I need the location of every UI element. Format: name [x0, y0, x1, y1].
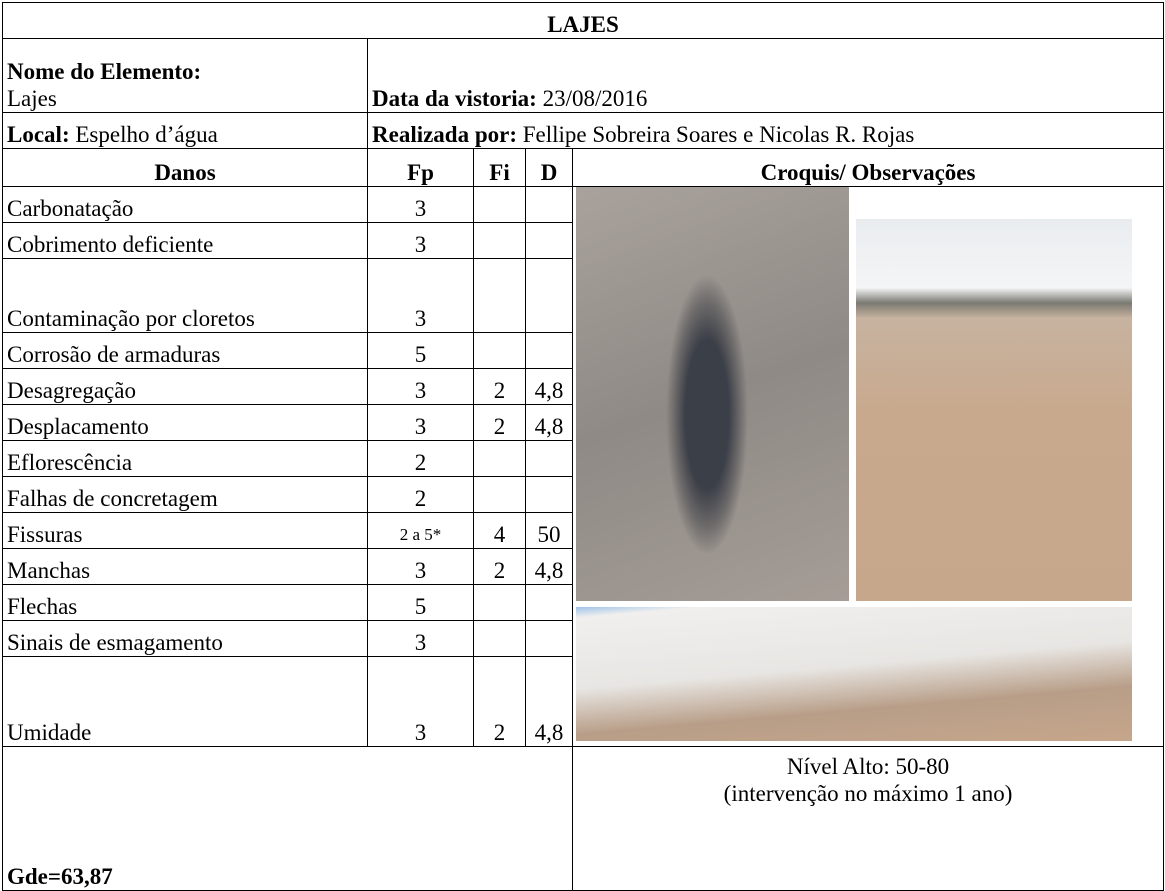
location-label: Local:	[7, 122, 70, 147]
table-row: Desagregação 3 2 4,8	[2, 368, 1164, 405]
level-cell: Nível Alto: 50-80 (intervenção no máximo …	[571, 746, 1165, 891]
cell-d: 50	[525, 512, 573, 549]
damage-name: Eflorescência	[2, 440, 368, 477]
cell-d: 4,8	[525, 368, 573, 405]
cell-d	[525, 584, 573, 621]
location-value: Espelho d’água	[75, 122, 218, 147]
cell-d	[525, 620, 573, 657]
cell-d: 4,8	[525, 548, 573, 585]
column-header: Fp	[367, 148, 474, 187]
cell-fi	[473, 258, 526, 333]
date-value: 23/08/2016	[542, 86, 648, 111]
cell-d: 4,8	[525, 656, 573, 747]
cell-d	[525, 440, 573, 477]
cell-fi	[473, 332, 526, 369]
table-row: Fissuras 2 a 5* 4 50	[2, 512, 1164, 549]
table-row: Cobrimento deficiente 3	[2, 222, 1164, 259]
table-row: Sinais de esmagamento 3	[2, 620, 1164, 657]
column-header: Danos	[2, 148, 368, 187]
performed-label: Realizada por:	[372, 122, 518, 147]
cell-fp: 3	[367, 404, 474, 441]
column-header: Croquis/ Observações	[571, 148, 1165, 187]
cell-fp: 3	[367, 368, 474, 405]
column-header: D	[525, 148, 573, 187]
cell-fp: 3	[367, 656, 474, 747]
cell-fi	[473, 186, 526, 223]
gde: Gde=63,87	[2, 746, 573, 891]
cell-fi: 2	[473, 404, 526, 441]
damage-name: Desagregação	[2, 368, 368, 405]
cell-fi: 2	[473, 368, 526, 405]
damage-name: Desplacamento	[2, 404, 368, 441]
date-cell: Data da vistoria: 23/08/2016	[366, 38, 1165, 113]
cell-fp: 2 a 5*	[367, 512, 474, 549]
table-row: Contaminação por cloretos 3	[2, 258, 1164, 333]
table-row: Umidade 3 2 4,8	[2, 656, 1164, 747]
element-label: Nome do Elemento:	[7, 59, 202, 84]
element-cell: Nome do Elemento: Lajes	[2, 38, 368, 113]
table-row: Corrosão de armaduras 5	[2, 332, 1164, 369]
damage-name: Flechas	[2, 584, 368, 621]
cell-d	[525, 258, 573, 333]
damage-name: Falhas de concretagem	[2, 476, 368, 513]
cell-fp: 3	[367, 620, 474, 657]
cell-fi	[473, 440, 526, 477]
cell-fp: 3	[367, 186, 474, 223]
cell-d: 4,8	[525, 404, 573, 441]
damage-name: Fissuras	[2, 512, 368, 549]
table-row: Eflorescência 2	[2, 440, 1164, 477]
cell-d	[525, 222, 573, 259]
cell-d	[525, 186, 573, 223]
cell-fp: 5	[367, 584, 474, 621]
table-row: Carbonatação 3	[2, 186, 1165, 747]
cell-d	[525, 332, 573, 369]
location-cell: Local: Espelho d’água	[2, 112, 368, 149]
cell-fp: 3	[367, 258, 474, 333]
table-row: Flechas 5	[2, 584, 1164, 621]
photos-cell	[571, 186, 1165, 747]
cell-fi: 2	[473, 548, 526, 585]
damage-name: Carbonatação	[2, 186, 368, 223]
cell-fi: 2	[473, 656, 526, 747]
level: Nível Alto: 50-80	[786, 754, 950, 779]
damage-name: Manchas	[2, 548, 368, 585]
damage-name: Cobrimento deficiente	[2, 222, 368, 259]
performed-cell: Realizada por: Fellipe Sobreira Soares e…	[366, 112, 1165, 149]
performed-value: Fellipe Sobreira Soares e Nicolas R. Roj…	[522, 122, 915, 147]
intervention: (intervenção no máximo 1 ano)	[723, 781, 1013, 806]
photo	[856, 219, 1132, 601]
cell-fp: 5	[367, 332, 474, 369]
damage-name: Corrosão de armaduras	[2, 332, 368, 369]
damage-name: Contaminação por cloretos	[2, 258, 368, 333]
title: LAJES	[1, 2, 1165, 39]
cell-fp: 3	[367, 222, 474, 259]
cell-fi	[473, 222, 526, 259]
cell-fi	[473, 584, 526, 621]
footer-row: Gde=63,87 Nível Alto: 50-80 (intervenção n…	[2, 746, 1165, 891]
cell-d	[525, 476, 573, 513]
cell-fp: 3	[367, 548, 474, 585]
column-header: Fi	[473, 148, 526, 187]
element-value: Lajes	[7, 86, 57, 111]
cell-fi	[473, 620, 526, 657]
table-row: Manchas 3 2 4,8	[2, 548, 1164, 585]
cell-fp: 2	[367, 476, 474, 513]
photo	[576, 187, 849, 601]
cell-fi	[473, 476, 526, 513]
damage-name: Umidade	[2, 656, 368, 747]
damage-name: Sinais de esmagamento	[2, 620, 368, 657]
cell-fi: 4	[473, 512, 526, 549]
date-label: Data da vistoria:	[372, 86, 537, 111]
cell-fp: 2	[367, 440, 474, 477]
photo	[576, 607, 1132, 741]
